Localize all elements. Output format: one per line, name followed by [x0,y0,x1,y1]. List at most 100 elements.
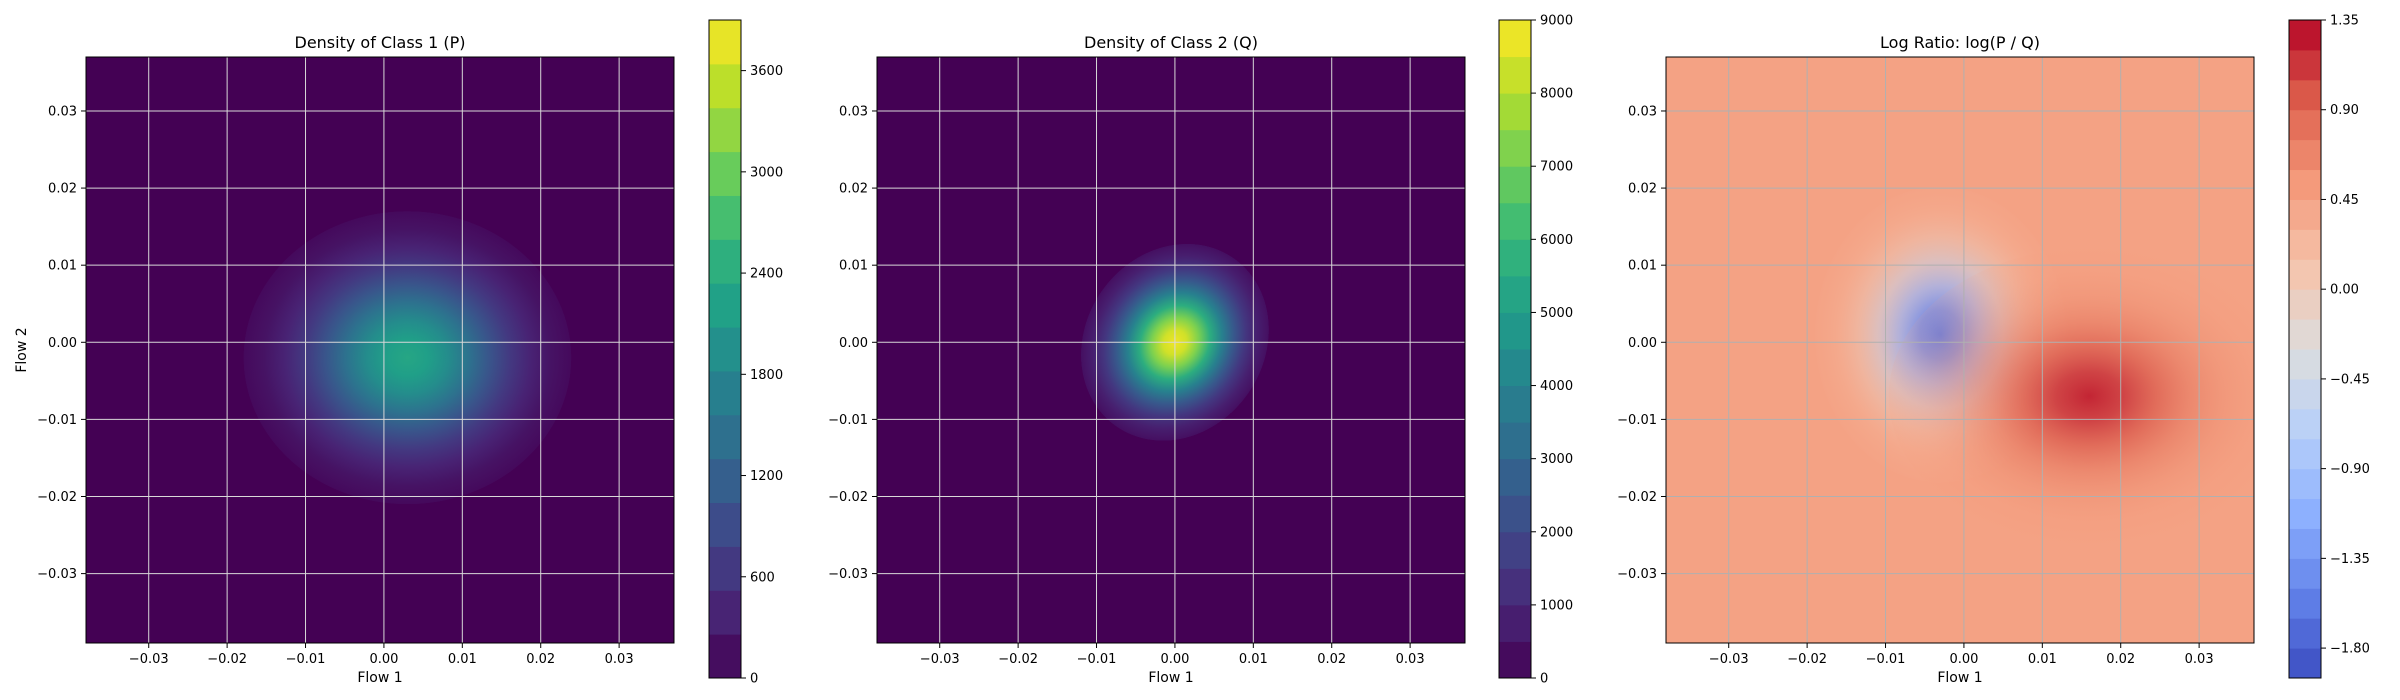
x-tick-label: 0.02 [526,652,555,667]
grid-lines [877,57,1465,643]
density-field-q [877,57,1465,643]
colorbar-frame [708,19,742,679]
colorbar-band [1499,56,1531,94]
colorbar-band [1499,312,1531,350]
colorbar-band [2289,79,2321,111]
x-tick-label: 0.01 [1239,652,1268,667]
colorbar-band [1499,641,1531,679]
density-field-p [86,57,674,643]
colorbar-band [709,590,741,635]
colorbar-band [709,327,741,372]
colorbar-band [2289,378,2321,410]
colorbar-tick-label: 7000 [1540,160,1573,175]
colorbar-tick-label: 3600 [750,64,783,79]
y-tick-label: 0.02 [1628,182,1657,197]
colorbar-band [2289,618,2321,649]
y-axis-ticks: −0.03 −0.02 −0.01 0.00 0.01 0.02 0.03 [1617,104,1666,582]
colorbar-p: 0 600 1200 1800 2400 3000 3600 [708,19,783,687]
colorbar-band [2289,199,2321,230]
colorbar-tick-label: 1200 [750,469,783,484]
colorbar-band [2289,139,2321,171]
plot-frame [85,56,675,644]
x-axis-label: Flow 1 [1148,670,1193,686]
colorbar-band [709,107,741,153]
chart-title: Density of Class 2 (Q) [1084,33,1258,52]
y-axis-ticks: −0.03 −0.02 −0.01 0.00 0.01 0.02 0.03 [828,104,877,582]
colorbar-band [2289,558,2321,589]
y-tick-label: −0.02 [37,490,77,505]
colorbar-band [709,63,741,109]
colorbar-tick-label: −1.80 [2330,642,2370,657]
log-ratio-field [1666,57,2254,643]
x-tick-label: 0.01 [448,652,477,667]
x-tick-label: 0.00 [369,652,398,667]
colorbar-band [1499,93,1531,131]
colorbar-band [2289,588,2321,619]
colorbar-band [2289,528,2321,559]
y-tick-label: 0.00 [48,336,77,351]
y-tick-label: 0.00 [839,336,868,351]
colorbar-tick-label: 600 [750,570,775,585]
x-tick-label: 0.02 [2106,652,2135,667]
x-tick-label: −0.03 [920,652,960,667]
colorbar-tick-label: 0 [1540,672,1548,687]
colorbar-band [709,414,741,460]
chart-title: Log Ratio: log(P / Q) [1880,33,2040,52]
colorbar-tick-label: 3000 [1540,452,1573,467]
colorbar-band [1499,239,1531,277]
y-tick-label: −0.01 [828,413,868,428]
y-tick-label: 0.02 [48,182,77,197]
colorbar-band [2289,438,2321,470]
x-axis-label: Flow 1 [357,670,402,686]
colorbar-band [709,151,741,196]
y-tick-label: −0.02 [1617,490,1657,505]
x-tick-label: −0.03 [1709,652,1749,667]
x-tick-label: 0.01 [2028,652,2057,667]
colorbar-band [1499,349,1531,387]
colorbar-band [1499,531,1531,569]
x-tick-label: 0.03 [1396,652,1425,667]
x-tick-label: 0.00 [1160,652,1189,667]
y-tick-label: 0.03 [48,104,77,119]
plot-frame [1665,56,2255,644]
colorbar-band [2289,49,2321,81]
y-axis-label: Flow 2 [14,327,30,372]
colorbar-band [709,502,741,547]
colorbar-band [2289,20,2321,51]
y-tick-label: −0.01 [37,413,77,428]
colorbar-tick-label: 1800 [750,368,783,383]
colorbar-band [2289,229,2321,260]
x-tick-label: −0.02 [998,652,1038,667]
x-axis-ticks: −0.03 −0.02 −0.01 0.00 0.01 0.02 0.03 [920,643,1425,667]
x-tick-label: −0.01 [286,652,326,667]
colorbar-band [709,546,741,591]
colorbar-tick-label: 2000 [1540,525,1573,540]
x-tick-label: −0.03 [129,652,169,667]
y-tick-label: −0.03 [828,567,868,582]
colorbar-band [2289,319,2321,350]
colorbar-tick-label: 6000 [1540,233,1573,248]
colorbar-tick-label: −0.45 [2330,372,2370,387]
colorbar-tick-label: −0.90 [2330,462,2370,477]
colorbar-tick-label: 0.90 [2330,103,2359,118]
y-axis-ticks: −0.03 −0.02 −0.01 0.00 0.01 0.02 0.03 [37,104,86,582]
colorbar-band [1499,275,1531,313]
density-peak [243,211,572,505]
plot-frame [876,56,1466,644]
colorbar-tick-label: 0.00 [2330,283,2359,298]
colorbar-tick-label: 1.35 [2330,14,2359,29]
colorbar-band [2289,169,2321,200]
colorbar-band [1499,604,1531,642]
panel-log-ratio: Log Ratio: log(P / Q) −0.03 −0.02 −0.01 0.0… [1617,14,2370,687]
x-axis-ticks: −0.03 −0.02 −0.01 0.00 0.01 0.02 0.03 [1709,643,2214,667]
panel-class2-density: Density of Class 2 (Q) −0.03 −0.02 −0.01 0.… [828,14,1573,687]
colorbar-tick-label: 9000 [1540,14,1573,29]
x-tick-label: −0.01 [1866,652,1906,667]
colorbar-band [2289,648,2321,679]
colorbar-band [2289,468,2321,500]
grid-lines [1666,57,2254,643]
y-tick-label: −0.02 [828,490,868,505]
x-tick-label: −0.01 [1077,652,1117,667]
x-tick-label: −0.02 [1787,652,1827,667]
y-tick-label: 0.00 [1628,336,1657,351]
